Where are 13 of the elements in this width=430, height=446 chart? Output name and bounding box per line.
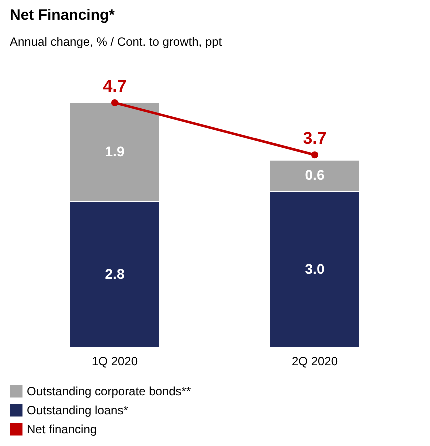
data-label: 0.6 (305, 166, 325, 183)
legend-label: Net financing (27, 422, 98, 436)
data-label: 4.7 (103, 77, 127, 96)
legend-label: Outstanding corporate bonds** (27, 384, 192, 398)
legend-label: Outstanding loans* (27, 404, 129, 418)
data-label: 1.9 (105, 144, 125, 160)
data-label: 3.0 (305, 260, 325, 277)
data-label: 3.7 (303, 129, 327, 148)
data-label: 2.8 (105, 266, 125, 282)
x-tick-label: 1Q 2020 (92, 354, 138, 368)
x-tick-label: 2Q 2020 (292, 354, 338, 368)
text: Annual change, % / Cont. to growth, ppt (10, 35, 223, 49)
text: Net Financing* (10, 7, 116, 24)
